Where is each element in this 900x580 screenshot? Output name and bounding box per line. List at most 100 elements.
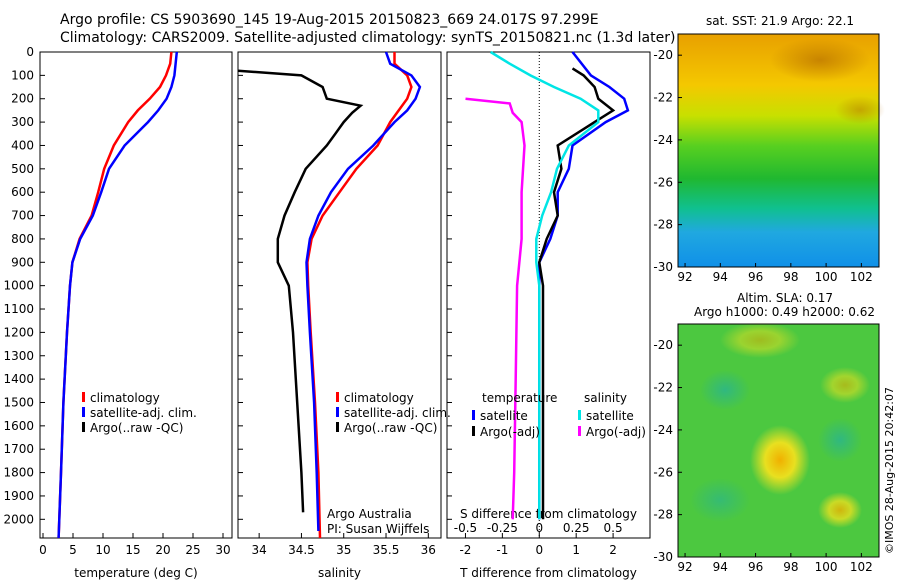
map-lon-label: 102: [850, 560, 873, 574]
map-lat-label: -22: [653, 381, 673, 395]
x-tick-label: 1: [572, 543, 580, 557]
x-tick-label: 34: [252, 543, 267, 557]
x-tick-label: -1: [496, 543, 508, 557]
y-tick-label: 400: [11, 138, 34, 152]
x-tick-label: 2: [609, 543, 617, 557]
legend-swatch: [578, 426, 581, 436]
series-line-1: [306, 52, 413, 539]
x-tick-label: 35: [336, 543, 351, 557]
legend-label: satellite-adj. clim.: [90, 406, 197, 420]
map-lon-label: 94: [713, 560, 728, 574]
map-lat-label: -30: [653, 260, 673, 274]
legend-title-salinity: salinity: [584, 391, 627, 405]
legend-label: climatology: [90, 391, 160, 405]
y-tick-label: 300: [11, 115, 34, 129]
y-tick-label: 1800: [3, 466, 34, 480]
y-tick-label: 1200: [3, 325, 34, 339]
legend-label: satellite: [480, 409, 528, 423]
map-lat-label: -26: [653, 465, 673, 479]
profile-title: Argo profile: CS 5903690_145 19-Aug-2015…: [60, 12, 599, 28]
y-tick-label: 1000: [3, 279, 34, 293]
series-line-2: [538, 67, 616, 520]
y-tick-label: 1600: [3, 419, 34, 433]
legend-swatch: [578, 410, 581, 420]
plot-frame: [446, 51, 651, 539]
y-tick-label: 1400: [3, 372, 34, 386]
series-line-2: [305, 51, 422, 532]
x-tick-label: 30: [215, 543, 230, 557]
x-tick-label: 35.5: [373, 543, 400, 557]
y-tick-label: 2000: [3, 512, 34, 526]
series-line-3: [237, 69, 364, 513]
y-tick-label: 700: [11, 209, 34, 223]
x-tick-label: 10: [95, 543, 110, 557]
x-axis-label: temperature (deg C): [74, 566, 197, 580]
legend-title-temperature: temperature: [482, 391, 557, 405]
y-tick-label: 1900: [3, 489, 34, 503]
x-tick-label: 34.5: [288, 543, 315, 557]
annotation-pi: PI: Susan Wijffels: [327, 522, 429, 536]
x-tick-label: 15: [125, 543, 140, 557]
plot-frame: [39, 51, 233, 539]
map-lon-label: 98: [783, 560, 798, 574]
map-lat-label: -28: [653, 218, 673, 232]
legend-label: Argo(-adj): [480, 425, 540, 439]
y-tick-label: 200: [11, 92, 34, 106]
map-lat-label: -26: [653, 175, 673, 189]
s-diff-tick-label: 0.25: [563, 521, 590, 535]
y-tick-label: 800: [11, 232, 34, 246]
s-diff-tick-label: 0: [535, 521, 543, 535]
map-lat-label: -20: [653, 338, 673, 352]
map-lon-label: 92: [677, 270, 692, 284]
s-diff-tick-label: 0.5: [604, 521, 623, 535]
y-tick-label: 100: [11, 68, 34, 82]
map-lat-label: -24: [653, 423, 673, 437]
chart-panel-1: 0 5 10 15 20 25 30 temperature (deg C) 0 100 200 30…: [3, 45, 233, 580]
legend-label: climatology: [344, 391, 414, 405]
legend-swatch: [82, 392, 85, 402]
legend-swatch: [336, 407, 339, 417]
y-tick-label: 500: [11, 162, 34, 176]
y-tick-label: 1300: [3, 349, 34, 363]
series-line-4: [465, 97, 526, 520]
legend-swatch: [336, 392, 339, 402]
map-lat-label: -24: [653, 133, 673, 147]
s-diff-axis-label: S difference from climatology: [460, 507, 637, 521]
sla-map: [677, 322, 880, 558]
y-tick-label: 0: [26, 45, 34, 59]
legend-swatch: [82, 407, 85, 417]
map-lon-label: 92: [677, 560, 692, 574]
series-line-1: [57, 51, 173, 539]
x-tick-label: -2: [459, 543, 471, 557]
legend-swatch: [336, 422, 339, 432]
y-tick-label: 900: [11, 255, 34, 269]
map-lon-label: 96: [748, 270, 763, 284]
map-lat-label: -28: [653, 508, 673, 522]
x-tick-label: 20: [155, 543, 170, 557]
legend-swatch: [472, 426, 475, 436]
sst-map-title: sat. SST: 21.9 Argo: 22.1: [706, 14, 855, 28]
legend-swatch: [82, 422, 85, 432]
annotation-institution: Argo Australia: [327, 507, 412, 521]
chart-panel-3: -2 -1 0 1 2 T difference from climatology -0.5…: [446, 50, 651, 580]
s-diff-tick-label: -0.5: [454, 521, 477, 535]
map-lon-label: 96: [748, 560, 763, 574]
series-line-1: [538, 51, 630, 520]
map-lon-label: 100: [815, 560, 838, 574]
sla-map-title: Altim. SLA: 0.17: [737, 291, 834, 305]
y-tick-label: 1500: [3, 395, 34, 409]
x-tick-label: 36: [421, 543, 436, 557]
s-diff-tick-label: -0.25: [487, 521, 518, 535]
x-axis-label: T difference from climatology: [459, 566, 637, 580]
map-lon-label: 98: [783, 270, 798, 284]
y-tick-label: 1100: [3, 302, 34, 316]
x-axis-label: salinity: [318, 566, 361, 580]
x-tick-label: 5: [69, 543, 77, 557]
map-lon-label: 94: [713, 270, 728, 284]
x-tick-label: 25: [185, 543, 200, 557]
x-tick-label: 0: [535, 543, 543, 557]
y-tick-label: 600: [11, 185, 34, 199]
legend-swatch: [472, 410, 475, 420]
map-lat-label: -22: [653, 91, 673, 105]
plot-frame: [237, 51, 442, 539]
